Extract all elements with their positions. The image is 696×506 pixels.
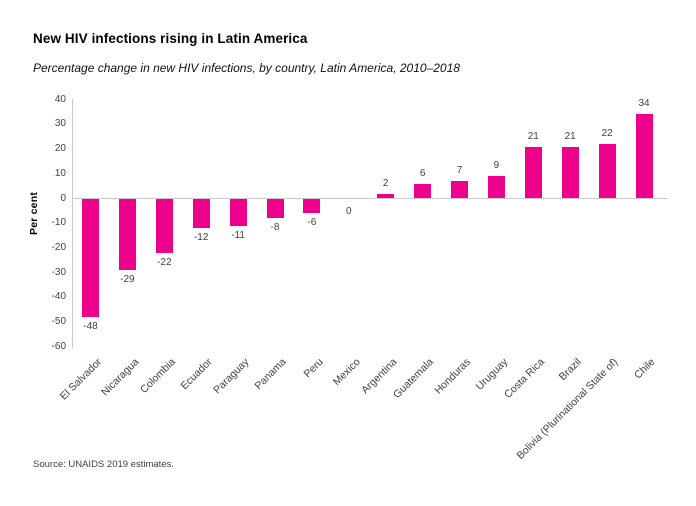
value-label: 34	[638, 98, 650, 110]
value-label: -11	[231, 229, 245, 241]
chart-subtitle: Percentage change in new HIV infections,…	[33, 61, 460, 75]
category-label: Ecuador	[178, 356, 215, 393]
value-label: 9	[493, 160, 500, 172]
chart-title: New HIV infections rising in Latin Ameri…	[33, 31, 308, 46]
bar	[192, 198, 210, 229]
bar	[266, 198, 284, 219]
y-tick-label: 10	[54, 167, 66, 179]
y-tick-label: -50	[51, 316, 66, 328]
bar	[303, 198, 321, 214]
y-tick-label: 20	[54, 143, 66, 155]
value-label: 21	[527, 130, 539, 142]
bar	[635, 114, 653, 199]
y-tick-label: -60	[51, 340, 66, 352]
category-label: Colombia	[137, 356, 178, 396]
value-label: 6	[419, 167, 426, 179]
y-axis-line	[72, 99, 73, 348]
y-tick-label: -20	[51, 241, 66, 253]
value-label: -29	[120, 274, 135, 286]
value-label: 22	[601, 128, 613, 140]
y-tick-label: -40	[51, 291, 66, 303]
bar	[598, 144, 616, 199]
value-label: -12	[193, 232, 209, 244]
category-label: Honduras	[432, 356, 473, 397]
source-note: Source: UNAIDS 2019 estimates.	[33, 459, 174, 470]
category-label: Paraguay	[211, 356, 252, 397]
value-label: 0	[346, 205, 352, 217]
bar	[377, 193, 395, 199]
y-tick-label: 40	[54, 93, 66, 105]
bar	[229, 198, 247, 226]
bar	[451, 181, 468, 199]
bar	[118, 198, 136, 271]
value-label: -22	[157, 256, 172, 268]
y-tick-label: -10	[51, 217, 66, 229]
bar	[82, 198, 99, 318]
bar	[487, 176, 505, 199]
category-label: Nicaragua	[98, 356, 141, 399]
bar	[524, 146, 542, 199]
bar	[414, 183, 432, 199]
value-label: -8	[270, 222, 280, 234]
category-label: El Salvador	[57, 356, 104, 403]
value-label: -6	[307, 217, 317, 229]
y-tick-label: -30	[51, 266, 66, 278]
bar	[155, 198, 173, 253]
y-tick-label: 0	[60, 192, 66, 204]
category-label: Uruguay	[473, 356, 510, 393]
value-label: 21	[564, 130, 576, 142]
value-label: 2	[382, 177, 389, 189]
category-label: Brazil	[556, 356, 584, 384]
bar	[561, 146, 579, 199]
category-label: Chile	[632, 356, 658, 382]
value-label: 7	[456, 165, 463, 177]
category-label: Mexico	[330, 356, 363, 389]
category-label: Peru	[301, 356, 326, 381]
zero-baseline	[72, 198, 668, 199]
value-label: -48	[83, 321, 98, 333]
y-tick-label: 30	[54, 118, 66, 130]
category-label: Panama	[252, 356, 289, 393]
